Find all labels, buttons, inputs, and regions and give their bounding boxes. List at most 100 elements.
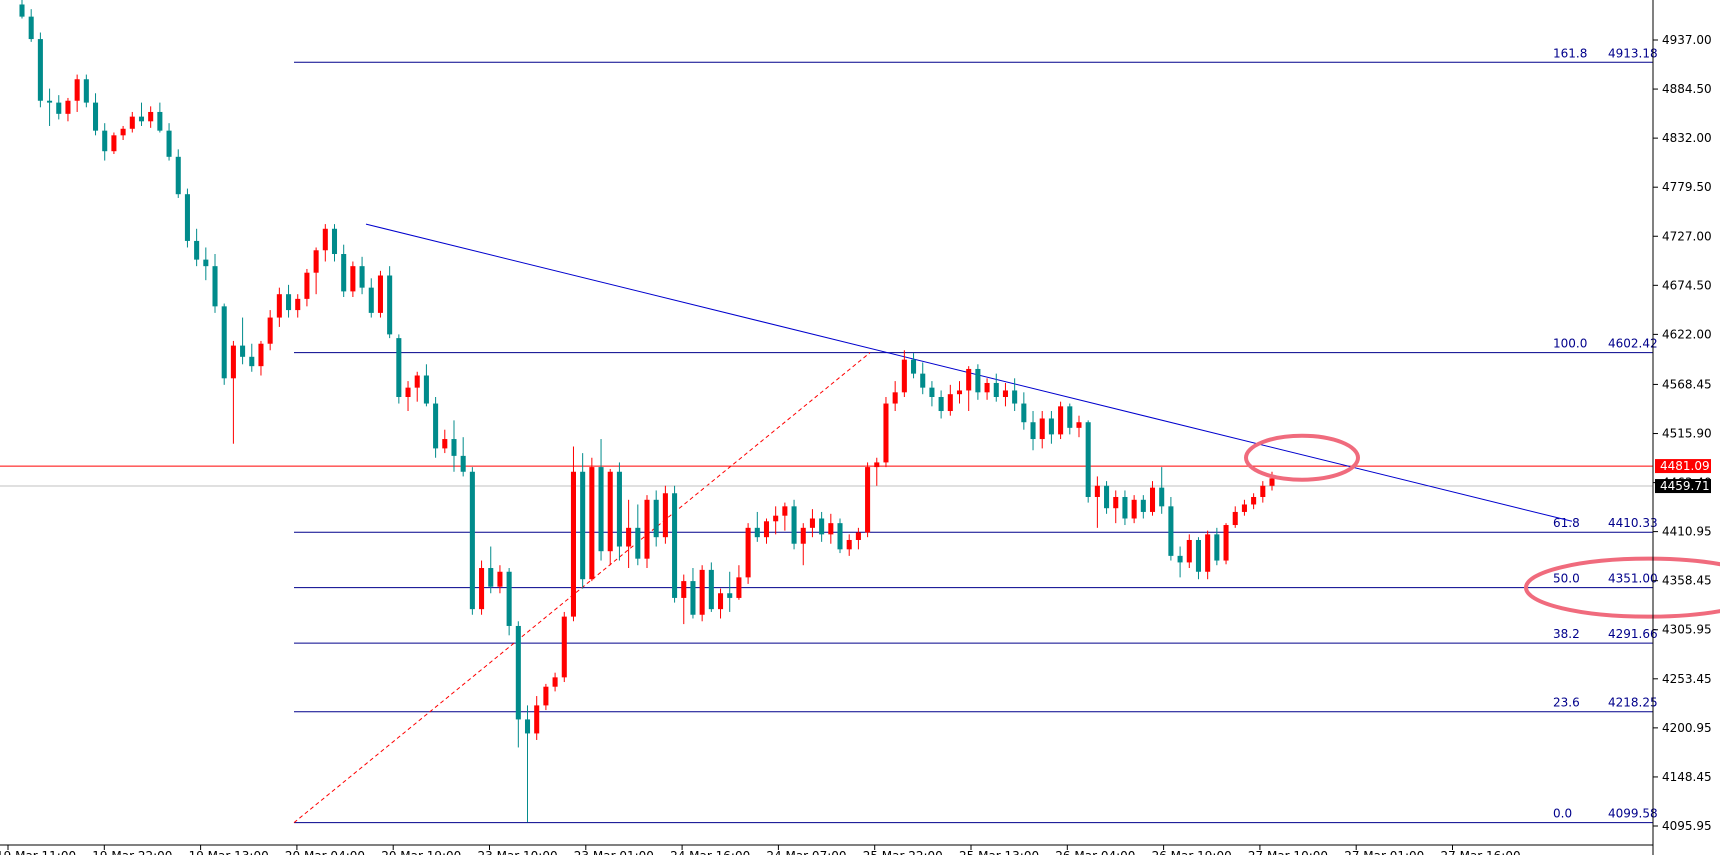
candle-body bbox=[1232, 511, 1238, 526]
candle-body bbox=[690, 581, 696, 615]
candle-body bbox=[469, 471, 475, 610]
candle-body bbox=[966, 368, 972, 391]
candle-body bbox=[763, 521, 770, 538]
candle-body bbox=[1002, 390, 1008, 397]
fib-level-ratio: 23.6 bbox=[1553, 696, 1580, 710]
candle-body bbox=[938, 396, 944, 412]
candle-body bbox=[28, 16, 34, 40]
candle-body bbox=[120, 128, 126, 136]
candle-body bbox=[736, 577, 742, 598]
fib-level-price: 4291.66 bbox=[1608, 627, 1658, 641]
fib-level-price: 4351.00 bbox=[1608, 572, 1658, 586]
trend-lines-layer bbox=[0, 223, 1653, 823]
y-tick-label: 4358.45 bbox=[1662, 574, 1712, 588]
candle-body bbox=[1205, 534, 1211, 572]
x-tick-label: 24 Mar 16:00 bbox=[670, 849, 750, 855]
x-tick-label: 25 Mar 13:00 bbox=[959, 849, 1039, 855]
x-tick-label: 20 Mar 04:00 bbox=[285, 849, 365, 855]
candle-body bbox=[534, 705, 540, 734]
candle-body bbox=[396, 338, 402, 397]
candle-body bbox=[708, 569, 714, 610]
price-axis[interactable]: 4937.00 4884.50 4832.00 4779.50 4727.00 4674.… bbox=[1652, 0, 1712, 855]
candle-body bbox=[699, 569, 705, 615]
candle-body bbox=[350, 266, 356, 292]
candle-body bbox=[194, 240, 200, 260]
bid-price-tag bbox=[1655, 479, 1711, 494]
candle-body bbox=[1177, 555, 1183, 563]
candle-body bbox=[607, 471, 613, 552]
candle-body bbox=[1113, 496, 1119, 509]
candle-body bbox=[460, 455, 466, 472]
candle-body bbox=[111, 135, 117, 152]
candle-body bbox=[387, 275, 393, 335]
candle-body bbox=[1149, 487, 1156, 512]
x-tick-label: 23 Mar 10:00 bbox=[478, 849, 558, 855]
candle-body bbox=[920, 373, 926, 388]
candle-body bbox=[892, 392, 898, 404]
candle-body bbox=[479, 568, 485, 610]
x-tick-label: 26 Mar 19:00 bbox=[1152, 849, 1232, 855]
y-tick-label: 4410.95 bbox=[1662, 525, 1712, 539]
x-tick-label: 25 Mar 22:00 bbox=[863, 849, 943, 855]
annotations-layer bbox=[1244, 433, 1720, 619]
candle-body bbox=[47, 100, 53, 103]
candle-body bbox=[433, 403, 439, 449]
highlight-ellipse-fib50 bbox=[1524, 556, 1720, 619]
candle-body bbox=[901, 359, 907, 393]
candle-body bbox=[718, 593, 724, 610]
candle-body bbox=[828, 523, 834, 535]
candle-body bbox=[166, 130, 172, 157]
candle-body bbox=[1012, 390, 1018, 404]
candle-body bbox=[984, 382, 990, 393]
y-tick-label: 4148.45 bbox=[1662, 770, 1712, 784]
candle-body bbox=[524, 719, 531, 734]
candle-body bbox=[773, 515, 779, 522]
candle-body bbox=[359, 266, 365, 288]
candle-body bbox=[570, 471, 576, 617]
x-tick-label: 20 Mar 19:00 bbox=[381, 849, 461, 855]
candle-body bbox=[313, 250, 319, 273]
candle-body bbox=[83, 79, 89, 103]
candle-body bbox=[221, 306, 227, 379]
candle-body bbox=[543, 686, 549, 706]
y-tick-label: 4832.00 bbox=[1662, 131, 1712, 145]
x-tick-label: 24 Mar 07:00 bbox=[766, 849, 846, 855]
candle-body bbox=[65, 100, 71, 114]
candle-body bbox=[662, 493, 668, 538]
candle-body bbox=[883, 403, 889, 463]
candle-body bbox=[1223, 525, 1229, 561]
y-tick-label: 4727.00 bbox=[1662, 229, 1712, 243]
candle-body bbox=[616, 471, 622, 547]
candle-body bbox=[635, 527, 641, 559]
candle-body bbox=[911, 359, 917, 374]
y-tick-label: 4779.50 bbox=[1662, 180, 1712, 194]
y-tick-label: 4622.00 bbox=[1662, 327, 1712, 341]
candle-body bbox=[286, 294, 292, 311]
current-price-tag bbox=[1655, 459, 1711, 474]
time-axis[interactable]: 19 Mar 11:00 19 Mar 22:00 19 Mar 13:00 20 M… bbox=[0, 844, 1653, 855]
y-tick-label: 4937.00 bbox=[1662, 33, 1712, 47]
current-price-label: 4481.09 bbox=[1660, 459, 1710, 473]
highlight-ellipse-trendline bbox=[1244, 433, 1360, 482]
candle-body bbox=[157, 111, 163, 131]
candle-body bbox=[451, 439, 457, 456]
candle-body bbox=[754, 527, 760, 538]
y-tick-label: 4674.50 bbox=[1662, 278, 1712, 292]
x-tick-label: 19 Mar 13:00 bbox=[189, 849, 269, 855]
candle-body bbox=[240, 345, 246, 357]
candle-body bbox=[1168, 506, 1174, 556]
candle-body bbox=[1021, 403, 1027, 423]
candle-body bbox=[855, 532, 861, 540]
candle-body bbox=[1094, 485, 1100, 497]
candle-body bbox=[276, 294, 282, 318]
candle-body bbox=[846, 539, 852, 550]
candle-body bbox=[1076, 422, 1082, 428]
candle-body bbox=[672, 493, 678, 598]
candle-body bbox=[1195, 539, 1201, 572]
candle-body bbox=[819, 518, 825, 535]
fib-level-price: 4218.25 bbox=[1608, 696, 1658, 710]
candle-body bbox=[1058, 406, 1064, 435]
fib-level-ratio: 61.8 bbox=[1553, 516, 1580, 530]
